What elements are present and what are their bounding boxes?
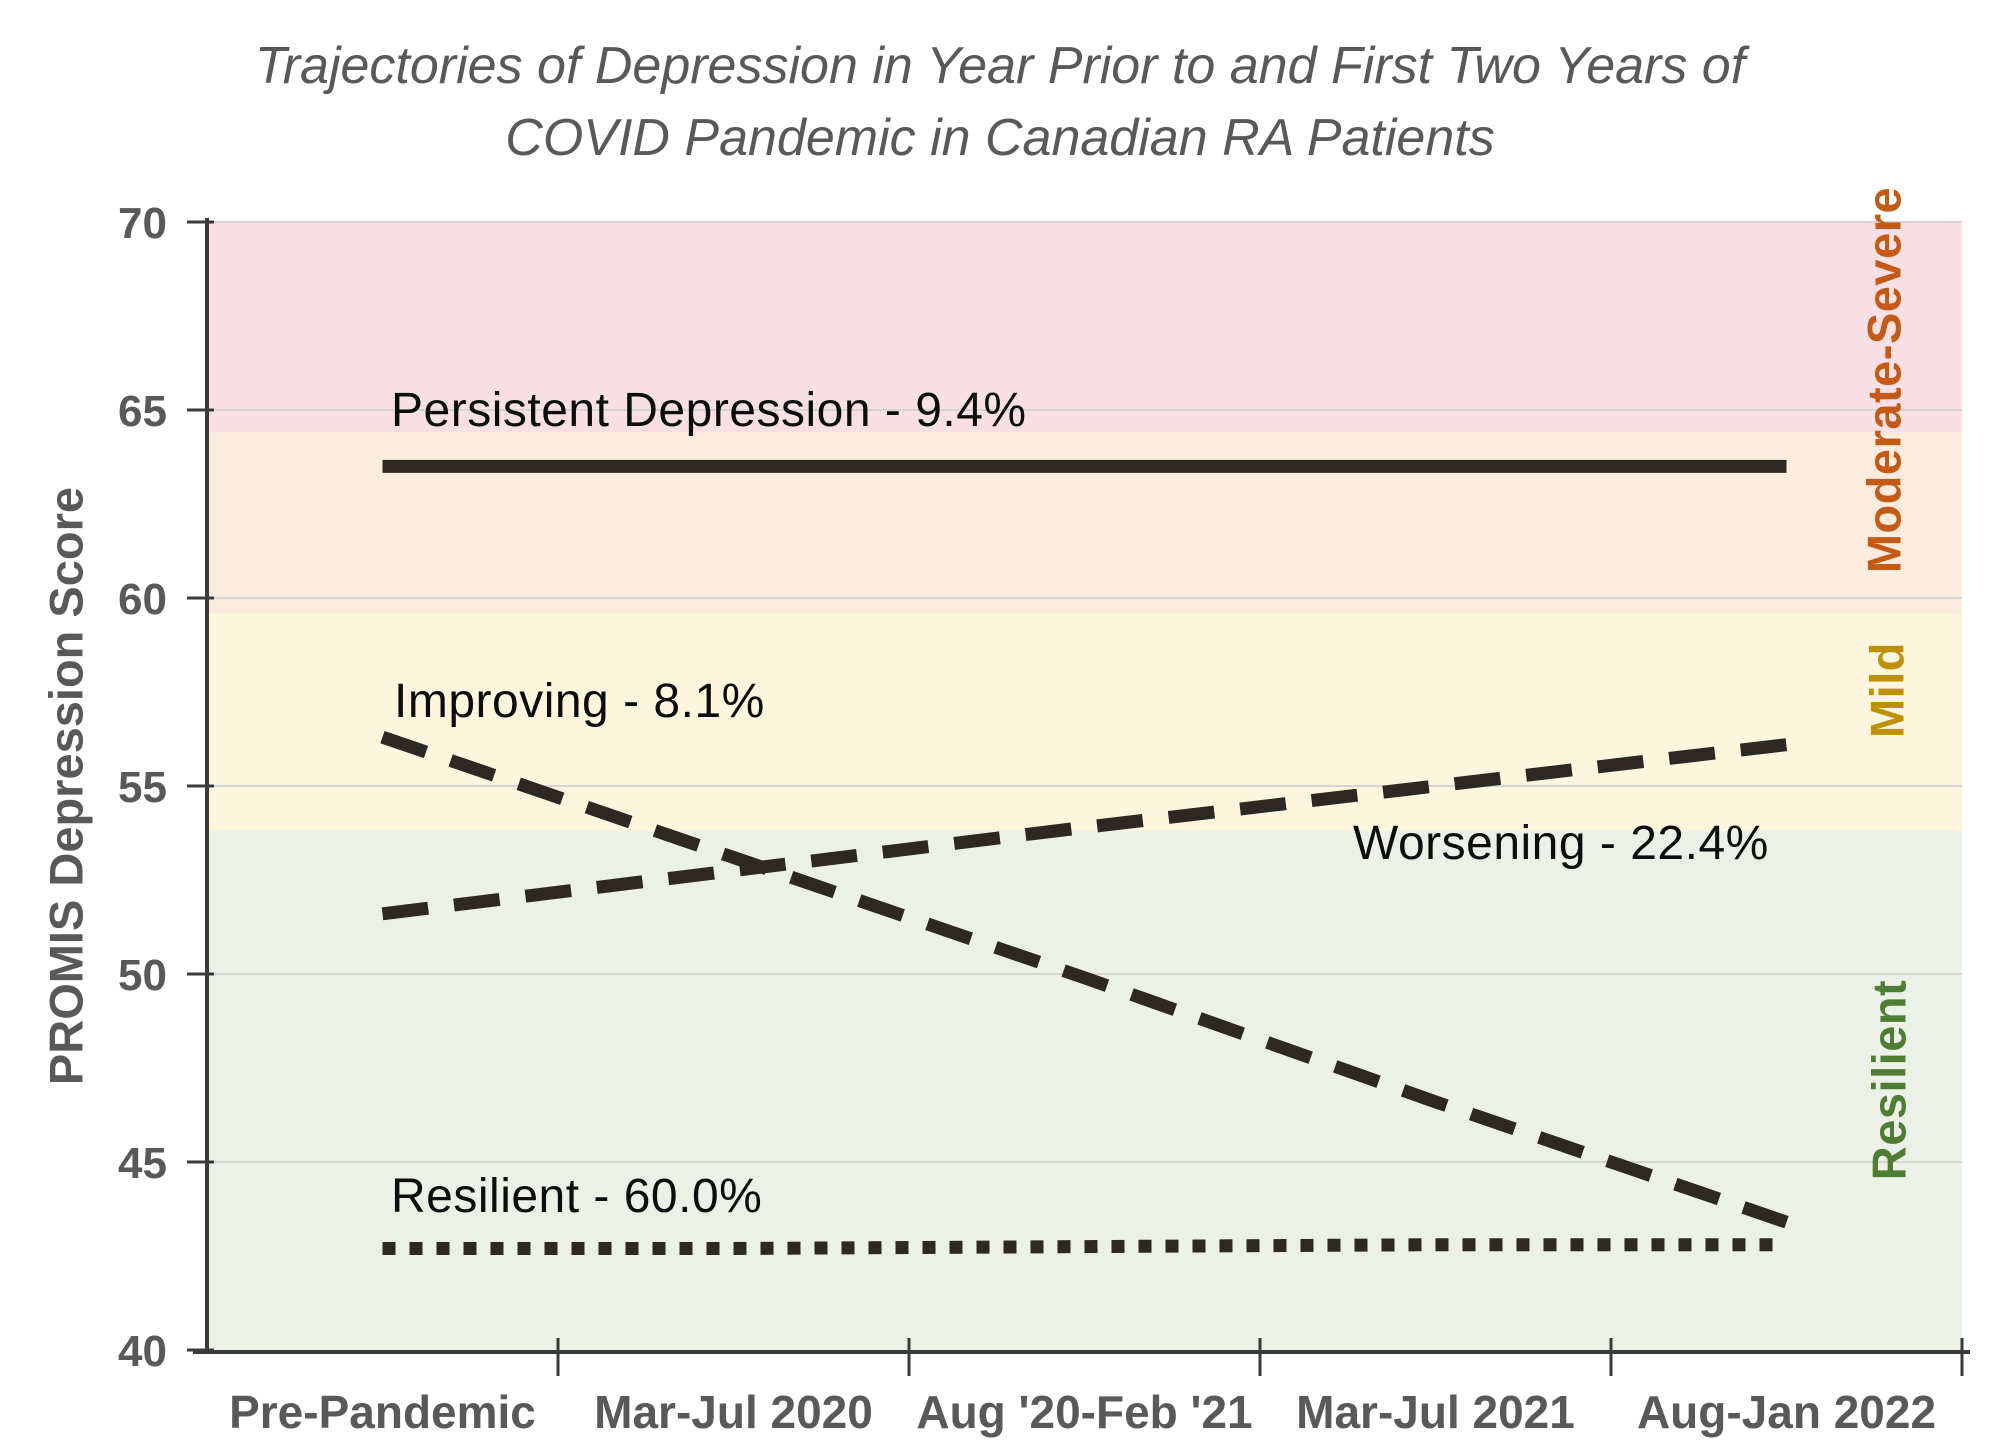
band-label-moderate-severe: Moderate-Severe: [1857, 186, 1911, 574]
x-tick-label-4: Mar-Jul 2021: [1296, 1386, 1575, 1438]
y-tick-label-50: 50: [118, 951, 167, 1000]
y-tick-label-55: 55: [118, 763, 167, 812]
y-tick-label-65: 65: [118, 387, 167, 436]
x-tick-label-1: Pre-Pandemic: [229, 1386, 536, 1438]
y-tick-label-45: 45: [118, 1139, 167, 1188]
severity-band-moderate-severe-lower: [209, 432, 1962, 614]
y-tick-label-60: 60: [118, 575, 167, 624]
series-label-persistent-depression: Persistent Depression - 9.4%: [391, 384, 1027, 437]
trajectory-line-worsening: [381, 738, 1788, 921]
x-tick-label-3: Aug '20-Feb '21: [916, 1386, 1252, 1438]
severity-band-resilient: [209, 831, 1962, 1350]
series-label-resilient: Resilient - 60.0%: [391, 1170, 763, 1223]
y-tick-label-40: 40: [118, 1327, 167, 1376]
severity-band-moderate-severe-upper: [209, 222, 1962, 433]
band-label-resilient: Resilient: [1862, 979, 1916, 1181]
chart-title-line1: Trajectories of Depression in Year Prior…: [254, 37, 1746, 95]
chart-title: Trajectories of Depression in Year Prior…: [0, 30, 2000, 174]
trajectory-line-improving: [380, 730, 1789, 1229]
series-label-improving: Improving - 8.1%: [394, 675, 765, 728]
severity-band-mild: [209, 613, 1962, 832]
trajectory-line-resilient: [382, 1238, 1787, 1255]
chart-title-line2: COVID Pandemic in Canadian RA Patients: [505, 109, 1495, 167]
series-label-worsening: Worsening - 22.4%: [1353, 817, 1769, 870]
band-label-mild: Mild: [1860, 642, 1914, 738]
x-tick-label-2: Mar-Jul 2020: [594, 1386, 873, 1438]
x-tick-label-5: Aug-Jan 2022: [1637, 1386, 1936, 1438]
y-tick-label-70: 70: [118, 199, 167, 248]
